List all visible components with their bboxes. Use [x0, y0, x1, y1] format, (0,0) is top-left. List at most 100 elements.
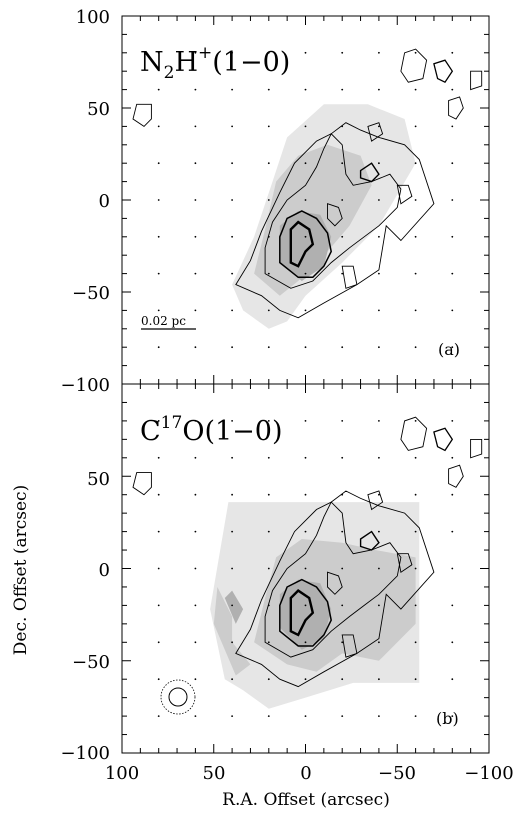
grid-dot: [378, 309, 380, 312]
grid-dot: [414, 678, 417, 681]
grid-dot: [231, 162, 234, 165]
panel-b: C17O(1−0) (b) 50 0 −50 −100 100 50 0 −50…: [61, 383, 514, 784]
panel-b-grid-dots: [157, 420, 454, 717]
grid-dot: [451, 530, 454, 533]
grid-dot: [231, 88, 234, 91]
grid-dot: [304, 420, 307, 422]
grid-dot: [231, 125, 234, 128]
contour-line: [470, 70, 483, 91]
grid-dot: [157, 567, 160, 570]
grid-dot: [451, 678, 454, 681]
grid-dot: [451, 346, 454, 349]
contour-line: [289, 220, 315, 268]
grid-dot: [378, 125, 380, 128]
grid-dot: [157, 235, 160, 238]
grid-dot: [304, 51, 307, 54]
emission-shade: [224, 590, 244, 624]
contour-line: [327, 571, 343, 595]
grid-dot: [194, 420, 197, 422]
x-tick-label: −50: [378, 763, 416, 784]
panel-a-title-sup: +: [198, 43, 212, 63]
grid-dot: [414, 493, 417, 496]
grid-dot: [341, 235, 344, 238]
grid-dot: [414, 125, 417, 128]
grid-dot: [267, 125, 270, 128]
grid-dot: [157, 162, 160, 165]
grid-dot: [157, 346, 160, 349]
y-tick-label: −50: [72, 283, 110, 304]
grid-dot: [451, 456, 454, 459]
grid-dot: [267, 641, 270, 644]
grid-dot: [341, 456, 344, 459]
contour-line: [470, 438, 483, 459]
grid-dot: [378, 272, 380, 275]
grid-dot: [451, 604, 454, 607]
panel-a-title-part: H: [174, 47, 198, 78]
x-tick-label: 50: [203, 763, 226, 784]
grid-dot: [194, 309, 197, 312]
grid-dot: [451, 235, 454, 238]
grid-dot: [451, 125, 454, 128]
y-tick-label: −100: [61, 743, 110, 764]
grid-dot: [341, 567, 344, 570]
grid-dot: [157, 493, 160, 496]
grid-dot: [194, 604, 197, 607]
grid-dot: [231, 272, 234, 275]
grid-dot: [194, 346, 197, 349]
grid-dot: [341, 51, 344, 54]
contour-line: [433, 59, 454, 84]
grid-dot: [267, 456, 270, 459]
grid-dot: [267, 346, 270, 349]
grid-dot: [157, 420, 160, 422]
contour-line: [400, 416, 428, 451]
grid-dot: [414, 272, 417, 275]
grid-dot: [378, 641, 380, 644]
grid-dot: [267, 235, 270, 238]
grid-dot: [341, 199, 344, 201]
y-tick-label: −50: [72, 652, 110, 673]
contour-line: [359, 530, 380, 551]
grid-dot: [304, 456, 307, 459]
y-tick-label: 0: [99, 560, 110, 581]
grid-dot: [231, 493, 234, 496]
grid-dot: [414, 51, 417, 54]
grid-dot: [341, 88, 344, 91]
grid-dot: [341, 715, 344, 717]
grid-dot: [341, 678, 344, 681]
grid-dot: [378, 567, 380, 570]
grid-dot: [451, 309, 454, 312]
grid-dot: [304, 162, 307, 165]
grid-dot: [414, 88, 417, 91]
grid-dot: [451, 493, 454, 496]
panel-b-title-sup: 17: [161, 413, 183, 433]
grid-dot: [267, 567, 270, 570]
contour-line: [132, 103, 152, 127]
grid-dot: [304, 530, 307, 533]
contour-line: [396, 553, 413, 573]
grid-dot: [231, 604, 234, 607]
grid-dot: [231, 309, 234, 312]
grid-dot: [378, 456, 380, 459]
panel-b-shading: [210, 502, 420, 709]
grid-dot: [194, 715, 197, 717]
scale-bar-label: 0.02 pc: [141, 314, 186, 328]
grid-dot: [451, 420, 454, 422]
grid-dot: [378, 199, 380, 201]
grid-dot: [304, 641, 307, 644]
grid-dot: [157, 88, 160, 91]
grid-dot: [414, 199, 417, 201]
grid-dot: [414, 567, 417, 570]
grid-dot: [341, 125, 344, 128]
contour-line: [396, 184, 413, 205]
grid-dot: [267, 530, 270, 533]
grid-dot: [341, 420, 344, 422]
grid-dot: [414, 235, 417, 238]
grid-dot: [341, 309, 344, 312]
grid-dot: [157, 125, 160, 128]
grid-dot: [231, 678, 234, 681]
y-tick-label: −100: [61, 375, 110, 396]
grid-dot: [194, 272, 197, 275]
contour-line: [367, 122, 384, 142]
grid-dot: [341, 493, 344, 496]
